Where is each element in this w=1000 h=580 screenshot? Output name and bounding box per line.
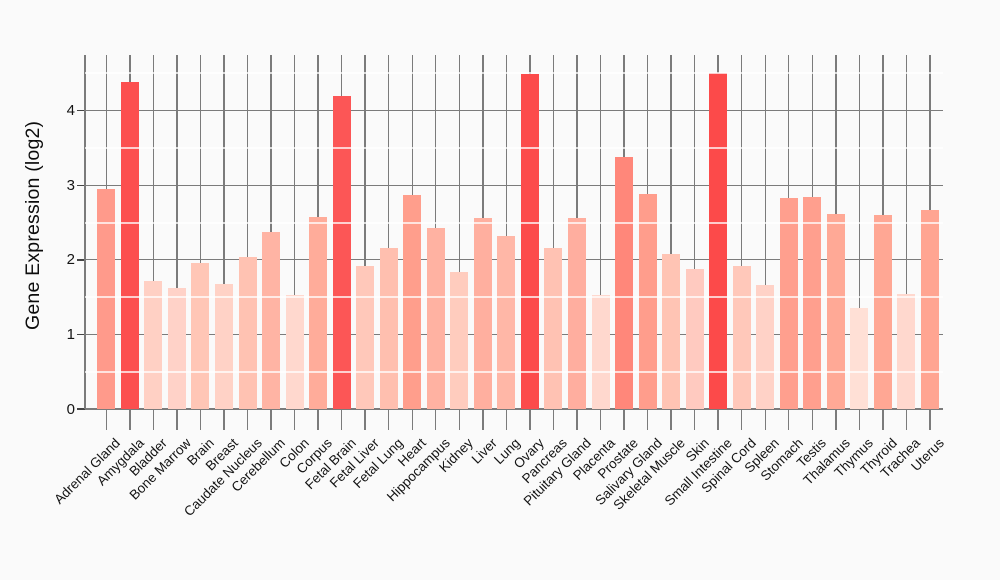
bar-skin: [685, 268, 704, 409]
y-axis-line: [84, 55, 86, 409]
bar-fetal-liver: [356, 265, 375, 409]
bar-trachea: [897, 294, 916, 409]
x-gridline: [905, 55, 908, 430]
bar-hippocampus: [426, 227, 445, 409]
bar-brain: [191, 262, 210, 409]
x-gridline: [741, 55, 743, 430]
y-tickmark: [77, 408, 85, 410]
y-gridline: [85, 408, 943, 410]
y-minor-gridline: [85, 296, 943, 299]
bar-bone-marrow: [167, 288, 186, 409]
x-gridline: [364, 55, 366, 430]
x-gridline: [599, 55, 602, 430]
bar-pancreas: [544, 247, 563, 409]
bar-breast: [214, 283, 233, 409]
y-tickmark: [77, 109, 85, 112]
bar-thyroid: [873, 215, 892, 409]
x-gridline: [199, 55, 202, 430]
y-tickmark: [77, 184, 85, 186]
x-gridline: [223, 55, 225, 430]
bar-bladder: [144, 280, 163, 409]
y-minor-gridline: [85, 72, 943, 75]
bar-heart: [403, 194, 422, 409]
bar-caudate-nucleus: [238, 256, 257, 409]
x-gridline: [152, 55, 155, 430]
bar-small-intestine: [709, 73, 728, 409]
x-gridline: [246, 55, 249, 430]
bar-amygdala: [120, 81, 139, 409]
y-tickmark: [77, 333, 85, 336]
bar-liver: [473, 218, 492, 409]
y-gridline: [85, 184, 943, 186]
bar-lung: [497, 235, 516, 409]
x-gridline: [858, 55, 861, 430]
bar-kidney: [450, 272, 469, 409]
bar-colon: [285, 294, 304, 409]
bar-adrenal-gland: [97, 188, 116, 409]
bar-thymus: [850, 307, 869, 409]
bar-fetal-brain: [332, 95, 351, 409]
y-axis-title: Gene Expression (log2): [22, 120, 44, 330]
x-gridline: [552, 55, 555, 430]
x-gridline: [176, 55, 178, 430]
bar-corpus: [309, 216, 328, 409]
x-gridline: [458, 55, 460, 430]
y-gridline: [85, 109, 943, 112]
bar-cerebellum: [262, 232, 281, 409]
y-tick-label: 3: [66, 176, 75, 194]
bar-spleen: [756, 285, 775, 409]
y-tick-label: 1: [66, 325, 75, 343]
bar-fetal-lung: [379, 247, 398, 409]
y-tick-label: 2: [66, 251, 75, 269]
bar-ovary: [520, 74, 539, 409]
bar-testis: [803, 197, 822, 409]
x-gridline: [293, 55, 296, 430]
bar-placenta: [591, 294, 610, 409]
y-tick-label: 4: [66, 102, 75, 120]
y-tick-label: 0: [66, 400, 75, 418]
bar-pituitary-gland: [567, 218, 586, 409]
bar-stomach: [779, 197, 798, 409]
bar-salivary-gland: [638, 194, 657, 409]
bar-thalamus: [826, 213, 845, 409]
y-minor-gridline: [85, 370, 943, 373]
x-gridline: [388, 55, 390, 430]
y-minor-gridline: [85, 221, 943, 224]
bar-prostate: [615, 156, 634, 409]
x-gridline: [670, 55, 672, 430]
x-gridline: [764, 55, 766, 430]
y-tickmark: [77, 259, 85, 261]
x-gridline: [693, 55, 696, 430]
bar-skeletal-muscle: [662, 253, 681, 409]
bar-uterus: [920, 209, 939, 409]
bar-spinal-cord: [732, 265, 751, 409]
y-minor-gridline: [85, 146, 943, 149]
